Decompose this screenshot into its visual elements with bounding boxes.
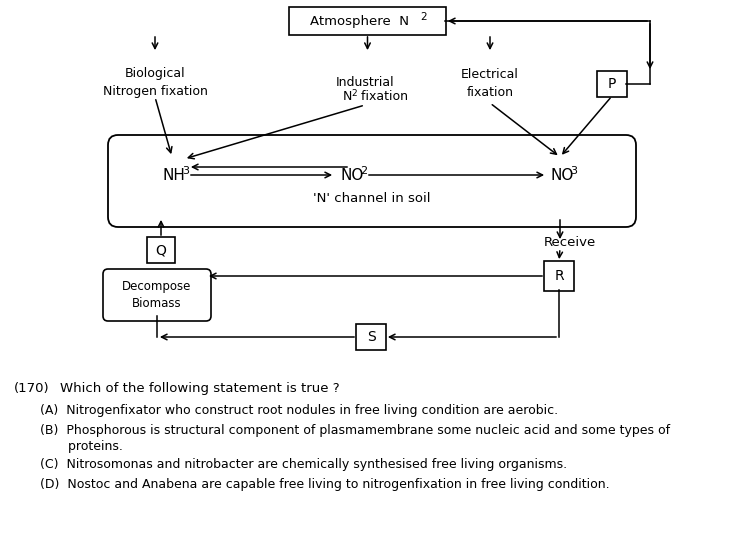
- FancyBboxPatch shape: [356, 324, 386, 350]
- Text: 'N' channel in soil: 'N' channel in soil: [313, 191, 431, 204]
- Text: Biological
Nitrogen fixation: Biological Nitrogen fixation: [103, 67, 208, 99]
- Text: Electrical
fixation: Electrical fixation: [461, 67, 519, 99]
- Text: N: N: [343, 90, 353, 104]
- Text: Decompose
Biomass: Decompose Biomass: [122, 280, 192, 310]
- Text: fixation: fixation: [357, 90, 408, 104]
- Text: NH: NH: [162, 168, 185, 182]
- Text: 2: 2: [351, 88, 356, 98]
- Text: Atmosphere  N: Atmosphere N: [310, 14, 409, 27]
- Text: 2: 2: [360, 166, 367, 176]
- Text: 2: 2: [420, 12, 427, 22]
- Text: Which of the following statement is true ?: Which of the following statement is true…: [60, 382, 339, 395]
- Text: S: S: [367, 330, 376, 344]
- Text: Receive: Receive: [544, 236, 596, 248]
- Text: NO: NO: [550, 168, 574, 182]
- Text: Q: Q: [155, 243, 167, 257]
- Text: NO: NO: [340, 168, 363, 182]
- Text: (B)  Phosphorous is structural component of plasmamembrane some nucleic acid and: (B) Phosphorous is structural component …: [40, 424, 670, 437]
- Text: (C)  Nitrosomonas and nitrobacter are chemically synthesised free living organis: (C) Nitrosomonas and nitrobacter are che…: [40, 458, 567, 471]
- FancyBboxPatch shape: [103, 269, 211, 321]
- FancyBboxPatch shape: [597, 71, 627, 97]
- Text: 3: 3: [182, 166, 189, 176]
- Text: Industrial: Industrial: [336, 77, 394, 89]
- Text: R: R: [554, 269, 564, 283]
- Text: (D)  Nostoc and Anabena are capable free living to nitrogenfixation in free livi: (D) Nostoc and Anabena are capable free …: [40, 478, 609, 491]
- FancyBboxPatch shape: [289, 7, 446, 35]
- Text: 3: 3: [570, 166, 577, 176]
- FancyBboxPatch shape: [108, 135, 636, 227]
- FancyBboxPatch shape: [147, 237, 175, 263]
- FancyBboxPatch shape: [544, 261, 574, 291]
- Text: P: P: [608, 77, 616, 91]
- Text: (A)  Nitrogenfixator who construct root nodules in free living condition are aer: (A) Nitrogenfixator who construct root n…: [40, 404, 558, 417]
- Text: proteins.: proteins.: [40, 440, 123, 453]
- Text: (170): (170): [14, 382, 50, 395]
